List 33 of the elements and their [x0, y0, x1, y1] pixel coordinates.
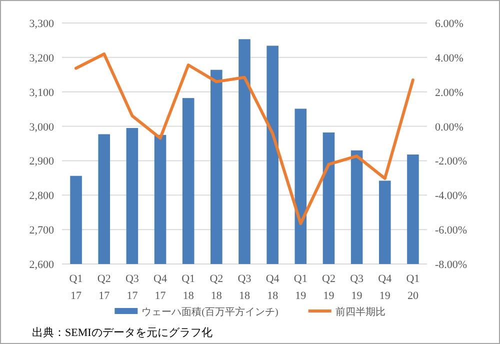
y-tick-label: 3,000 — [29, 121, 54, 134]
y-tick-label: 3,100 — [29, 86, 54, 99]
y2-tick-label: -8.00% — [435, 259, 468, 271]
y-tick-label: 2,900 — [29, 156, 54, 168]
x-tick-label: Q4 18 — [266, 273, 280, 302]
x-tick-label: Q3 17 — [125, 273, 140, 302]
y2-tick-label: -4.00% — [435, 190, 468, 202]
x-tick-label: Q1 20 — [406, 273, 420, 302]
y2-tick-label: -2.00% — [435, 156, 468, 168]
x-tick-label: Q2 18 — [210, 273, 224, 302]
y2-tick-label: 2.00% — [435, 86, 464, 99]
y-tick-label: 2,600 — [29, 259, 54, 271]
x-tick-label: Q1 18 — [182, 273, 196, 302]
x-tick-label: Q4 19 — [378, 273, 392, 302]
y-tick-label: 2,800 — [29, 190, 54, 202]
y-tick-label: 3,300 — [29, 18, 54, 30]
x-tick-label: Q1 17 — [69, 273, 83, 302]
line-series — [74, 52, 414, 226]
y-tick-label: 2,700 — [29, 224, 54, 237]
legend-label: 前四半期比 — [335, 306, 386, 318]
x-tick-label: Q2 19 — [322, 273, 336, 302]
y2-tick-label: 4.00% — [435, 52, 464, 64]
x-tick-label: Q3 19 — [350, 273, 364, 302]
y2-tick-label: 6.00% — [435, 18, 464, 30]
x-tick-label: Q2 17 — [97, 273, 111, 302]
y2-tick-label: 0.00% — [435, 121, 464, 134]
source-note: 出典：SEMIのデータを元にグラフ化 — [32, 326, 212, 339]
legend-label: ウェーハ面積(百万平方インチ) — [142, 306, 278, 318]
x-tick-label: Q4 17 — [154, 273, 168, 302]
x-tick-label: Q3 18 — [238, 273, 252, 302]
y-tick-label: 3,200 — [29, 52, 54, 64]
y2-tick-label: -6.00% — [435, 224, 468, 237]
x-tick-label: Q1 19 — [294, 273, 308, 302]
